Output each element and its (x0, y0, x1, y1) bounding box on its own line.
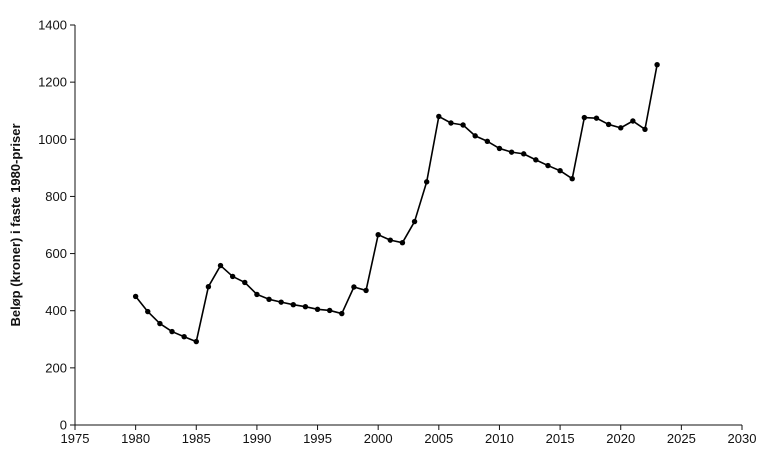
data-point (411, 218, 418, 225)
series-group (132, 62, 660, 345)
x-ticks: 1975 1980 1985 1990 1995 2000 2005 2010 2015 2020… (61, 425, 757, 446)
data-point (375, 232, 381, 238)
data-point (266, 296, 272, 302)
data-point (387, 237, 394, 243)
data-point (593, 115, 600, 121)
y-tick-label: 0 (60, 418, 67, 433)
x-tick-label: 2005 (424, 431, 453, 446)
data-point (618, 125, 624, 131)
y-ticks: 0 200 400 600 800 1000 1200 1400 (38, 18, 75, 433)
x-tick-label: 1980 (121, 431, 150, 446)
data-point (217, 262, 224, 269)
y-tick-label: 400 (45, 303, 67, 318)
data-point (302, 304, 309, 310)
data-point (521, 151, 527, 157)
x-tick-label: 1985 (182, 431, 211, 446)
data-point (145, 308, 151, 315)
data-point (436, 113, 442, 120)
y-tick-label: 1400 (38, 18, 67, 33)
x-tick-label: 2000 (364, 431, 393, 446)
x-tick-label: 1975 (61, 431, 90, 446)
data-point (605, 121, 612, 128)
data-point (399, 240, 406, 246)
data-point (472, 133, 478, 139)
data-point (169, 328, 175, 335)
data-point (557, 168, 563, 174)
data-point (508, 149, 515, 155)
data-point (569, 176, 575, 182)
data-point (314, 306, 321, 312)
data-point (254, 291, 260, 298)
y-tick-label: 200 (45, 360, 67, 375)
data-point (339, 310, 345, 317)
data-point (423, 179, 430, 185)
data-point (326, 307, 333, 314)
data-point (581, 114, 588, 121)
data-point (290, 302, 296, 308)
data-point (448, 120, 454, 126)
data-point (193, 338, 199, 345)
y-tick-label: 1000 (38, 132, 67, 147)
x-tick-label: 2015 (546, 431, 575, 446)
data-point (460, 122, 466, 128)
data-point (363, 287, 369, 294)
data-point (630, 118, 636, 124)
x-tick-label: 2030 (728, 431, 757, 446)
y-tick-label: 1200 (38, 75, 67, 90)
y-axis-title: Beløp (kroner) i faste 1980-priser (8, 123, 23, 326)
data-point (351, 284, 357, 290)
x-tick-label: 2010 (485, 431, 514, 446)
data-point (545, 162, 551, 169)
x-tick-label: 2020 (606, 431, 635, 446)
data-point (642, 126, 648, 132)
data-point (654, 62, 660, 68)
data-point (484, 138, 491, 144)
series-line (135, 64, 658, 343)
data-point (205, 284, 212, 290)
y-tick-label: 800 (45, 189, 67, 204)
x-tick-label: 2025 (667, 431, 696, 446)
data-point (181, 334, 187, 340)
data-point (132, 293, 139, 300)
data-point (242, 279, 248, 286)
data-point (533, 157, 539, 163)
data-point (229, 273, 236, 280)
data-point (496, 145, 503, 152)
data-point (157, 320, 163, 327)
x-tick-label: 1995 (303, 431, 332, 446)
data-point (278, 299, 284, 305)
y-tick-label: 600 (45, 246, 67, 261)
x-tick-label: 1990 (242, 431, 271, 446)
